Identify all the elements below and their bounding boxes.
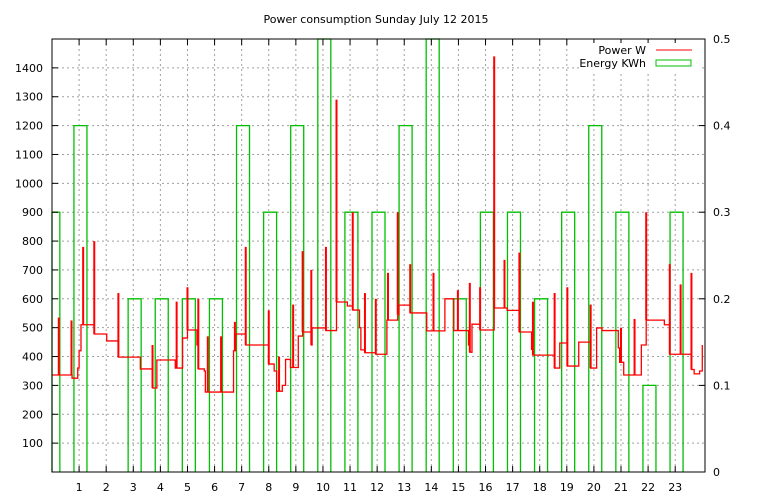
energy-box <box>154 298 169 472</box>
energy-box <box>642 384 657 472</box>
power-line <box>52 298 703 393</box>
energy-box <box>73 124 88 472</box>
x-tick-label: 3 <box>130 481 137 494</box>
axes: 1002003004005006007008009001000110012001… <box>15 33 731 494</box>
x-tick-label: 19 <box>560 481 574 494</box>
y2-tick-label: 0.2 <box>713 293 731 306</box>
energy-box <box>181 298 196 472</box>
x-tick-label: 18 <box>533 481 547 494</box>
x-tick-label: 2 <box>103 481 110 494</box>
grid <box>52 39 705 472</box>
y-tick-label: 1000 <box>15 177 43 190</box>
power-series <box>52 56 703 393</box>
energy-box <box>208 298 224 472</box>
x-tick-label: 22 <box>641 481 655 494</box>
x-tick-label: 13 <box>397 481 411 494</box>
x-tick-label: 20 <box>587 481 601 494</box>
energy-box <box>262 211 278 472</box>
y2-tick-label: 0.1 <box>713 379 731 392</box>
energy-box <box>127 298 142 472</box>
x-tick-label: 16 <box>479 481 493 494</box>
y-tick-label: 200 <box>22 408 43 421</box>
x-tick-label: 12 <box>370 481 384 494</box>
x-tick-label: 10 <box>316 481 330 494</box>
y-tick-label: 800 <box>22 235 43 248</box>
x-tick-label: 15 <box>451 481 465 494</box>
energy-box <box>588 124 603 472</box>
energy-box <box>317 38 332 472</box>
y-tick-label: 500 <box>22 322 43 335</box>
energy-box <box>452 298 467 472</box>
x-tick-label: 1 <box>76 481 83 494</box>
energy-box <box>615 211 630 472</box>
x-tick-label: 8 <box>265 481 272 494</box>
y-tick-label: 1300 <box>15 91 43 104</box>
y-tick-label: 400 <box>22 351 43 364</box>
energy-box <box>506 211 522 472</box>
x-tick-label: 9 <box>292 481 299 494</box>
energy-box <box>344 211 359 472</box>
energy-box <box>533 298 549 472</box>
y-tick-label: 900 <box>22 206 43 219</box>
x-tick-label: 5 <box>184 481 191 494</box>
y-tick-label: 1400 <box>15 62 43 75</box>
energy-series <box>51 38 684 472</box>
energy-box <box>290 124 305 472</box>
x-tick-label: 23 <box>668 481 682 494</box>
x-tick-label: 4 <box>157 481 164 494</box>
y-tick-label: 300 <box>22 379 43 392</box>
legend-label-power: Power W <box>598 44 646 57</box>
chart-title: Power consumption Sunday July 12 2015 <box>264 13 489 26</box>
y-tick-label: 1100 <box>15 148 43 161</box>
x-tick-label: 17 <box>506 481 520 494</box>
x-tick-label: 21 <box>614 481 628 494</box>
x-tick-label: 6 <box>211 481 218 494</box>
x-tick-label: 7 <box>238 481 245 494</box>
legend: Power W Energy KWh <box>579 43 700 71</box>
energy-box <box>561 211 576 472</box>
energy-box <box>398 124 413 472</box>
x-tick-label: 11 <box>343 481 357 494</box>
plot-border <box>51 38 706 473</box>
y2-tick-label: 0.4 <box>713 120 731 133</box>
y-tick-label: 100 <box>22 437 43 450</box>
y2-tick-label: 0 <box>713 466 720 479</box>
y-tick-label: 700 <box>22 264 43 277</box>
energy-box <box>425 38 440 472</box>
y-tick-label: 600 <box>22 293 43 306</box>
energy-box <box>371 211 386 472</box>
y-tick-label: 1200 <box>15 120 43 133</box>
energy-box <box>479 211 495 472</box>
legend-swatch-energy <box>655 59 692 67</box>
y2-tick-label: 0.3 <box>713 206 731 219</box>
y2-tick-label: 0.5 <box>713 33 731 46</box>
x-tick-label: 14 <box>424 481 438 494</box>
energy-box <box>235 124 251 472</box>
legend-label-energy: Energy KWh <box>579 57 646 70</box>
